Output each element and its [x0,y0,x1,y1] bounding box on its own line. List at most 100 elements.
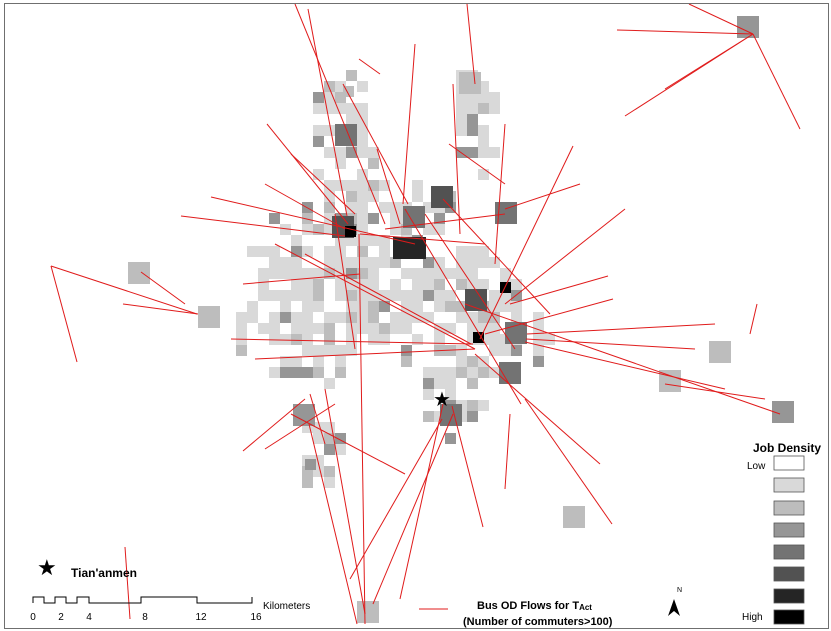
density-cell [346,312,357,323]
od-flow-line [474,353,601,465]
density-cell [291,367,302,378]
density-cell [357,235,368,246]
density-cell [393,237,426,259]
od-flow-line [254,348,476,360]
density-cell [357,147,368,158]
legend-swatch [773,522,805,538]
density-cell [313,422,324,433]
density-cell [489,323,500,334]
legend-swatch [773,566,805,582]
density-cell [467,92,478,103]
density-cell [346,103,357,114]
od-flow-line [424,213,516,350]
density-cell [467,125,478,136]
density-cell [379,202,390,213]
density-cell [346,70,357,81]
density-cell [456,279,467,290]
density-cell [313,323,324,334]
density-cell [489,147,500,158]
density-cell [772,401,794,423]
od-flow-line [372,413,454,605]
density-cell [357,169,368,180]
density-cell [403,206,425,228]
od-flow-line [309,393,326,445]
density-cell [247,312,258,323]
od-flow-line [324,388,366,615]
density-cell [434,378,445,389]
density-cell [280,268,291,279]
density-cell [489,103,500,114]
density-cell [305,459,316,470]
density-cell [445,367,456,378]
od-flow-line [242,398,306,452]
density-cell [434,367,445,378]
density-cell [434,257,445,268]
od-flow-line [358,233,366,625]
density-cell [302,312,313,323]
density-cell [445,389,456,400]
density-cell [500,345,511,356]
density-cell [563,506,585,528]
density-cell [335,180,346,191]
density-cell [335,235,346,246]
density-cell [258,268,269,279]
density-cell [379,257,390,268]
density-cell [456,257,467,268]
density-cell [357,301,368,312]
density-cell [357,103,368,114]
density-cell [357,312,368,323]
density-cell [280,224,291,235]
od-flow-line [452,83,461,235]
density-cell [324,334,335,345]
od-flow-line [504,183,581,210]
density-cell [357,125,368,136]
legend-swatch [773,455,805,471]
od-flow-line [140,271,186,305]
density-cell [467,246,478,257]
density-cell [709,341,731,363]
density-cell [467,147,478,158]
density-cell [357,136,368,147]
density-cell [434,279,445,290]
legend-high-label: High [742,612,763,623]
density-cell [445,378,456,389]
density-cell [324,202,335,213]
od-flow-line [294,4,386,225]
legend-swatch [773,609,805,625]
density-cell [357,224,368,235]
density-cell [467,356,478,367]
density-cell [335,257,346,268]
density-cell [313,356,324,367]
density-cell [478,367,489,378]
density-cell [456,268,467,279]
density-cell [128,262,150,284]
north-arrow-icon [668,599,680,616]
flow-legend-subtitle: (Number of commuters>100) [463,616,613,628]
density-cell [431,186,453,208]
od-flow-line [466,4,476,85]
flow-legend-title: Bus OD Flows for TAct [477,600,592,612]
od-flow-line [384,213,506,230]
density-cell [489,345,500,356]
density-cell [302,466,313,477]
od-flow-line [451,405,484,528]
density-cell [412,312,423,323]
density-cell [313,125,324,136]
od-flow-line [509,275,609,305]
density-cell [478,103,489,114]
density-cell [269,257,280,268]
density-cell [236,312,247,323]
density-cell [368,158,379,169]
density-cell [324,433,335,444]
od-flow-line [50,265,198,315]
density-cell [478,169,489,180]
density-cell [390,279,401,290]
density-cell [324,213,335,224]
density-cell [335,367,346,378]
density-cell [324,246,335,257]
od-flow-line [524,398,613,525]
density-cell [379,301,390,312]
density-cell [489,257,500,268]
map-frame: Job Density Low High Bus OD Flows for TA… [4,3,829,629]
density-cell [401,290,412,301]
